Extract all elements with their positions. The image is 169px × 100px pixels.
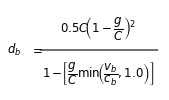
Text: $d_b$: $d_b$	[7, 42, 21, 58]
Text: $0.5C\!\left(1-\dfrac{g}{C}\right)^{\!2}$: $0.5C\!\left(1-\dfrac{g}{C}\right)^{\!2}…	[60, 14, 136, 42]
Text: $=$: $=$	[30, 44, 43, 56]
Text: $1-\!\left[\dfrac{g}{C}\min\!\left(\dfrac{v_b}{c_b},1.0\right)\right]$: $1-\!\left[\dfrac{g}{C}\min\!\left(\dfra…	[42, 60, 154, 88]
